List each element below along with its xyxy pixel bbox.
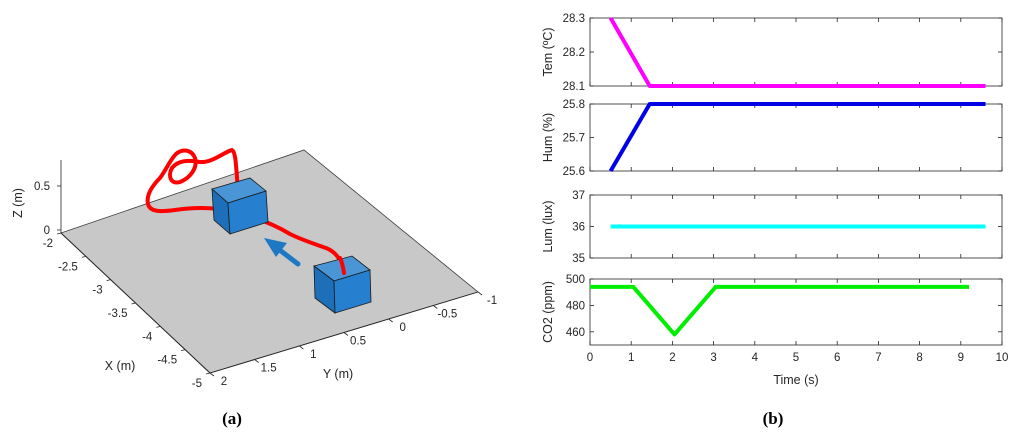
x-tick-label: 2 bbox=[669, 352, 675, 364]
x-axis-label-time: Time (s) bbox=[773, 373, 818, 387]
y-axis-label: Y (m) bbox=[323, 367, 353, 381]
x-tick-label: 7 bbox=[875, 352, 881, 364]
y-tick-label: 0.5 bbox=[350, 336, 366, 348]
y-tick-label: 480 bbox=[566, 300, 585, 312]
subplot-ylabel: Lum (lux) bbox=[541, 200, 555, 252]
z-tick-label: 0 bbox=[44, 225, 50, 237]
subplot-axes bbox=[589, 17, 1003, 87]
subplot-ylabel: Tem (ºC) bbox=[541, 27, 555, 76]
y-tick-label: 2 bbox=[221, 376, 227, 388]
y-tick-label: 25.8 bbox=[563, 99, 585, 111]
x-tick-label: 9 bbox=[958, 352, 964, 364]
y-tick-label: -0.5 bbox=[437, 309, 457, 321]
subplot-4: 500 480 460 CO2 (ppm) bbox=[541, 274, 1003, 346]
y-tick-label: 28.1 bbox=[563, 81, 585, 93]
y-tick bbox=[477, 291, 483, 296]
subplot-ylabel: CO2 (ppm) bbox=[541, 281, 555, 343]
subplot-3: 37 36 35 Lum (lux) bbox=[541, 190, 1003, 265]
x-tick-label: -5 bbox=[192, 378, 202, 390]
y-tick-label: 500 bbox=[566, 274, 585, 286]
subplot-2: 25.8 25.7 25.6 Hum (%) bbox=[541, 99, 1003, 178]
x-tick bbox=[56, 232, 62, 235]
cube-1 bbox=[211, 177, 269, 235]
z-tick-label: 0.5 bbox=[34, 181, 50, 193]
y-tick bbox=[299, 345, 304, 350]
x-tick bbox=[81, 255, 86, 258]
y-tick-label: 1 bbox=[310, 349, 316, 361]
y-tick bbox=[433, 305, 438, 309]
y-tick-label: 25.6 bbox=[563, 166, 585, 178]
subplot-axes bbox=[589, 103, 1003, 172]
y-tick bbox=[209, 372, 215, 377]
x-tick-label: -3.5 bbox=[108, 308, 128, 320]
y-tick bbox=[254, 359, 259, 363]
y-tick-label: 36 bbox=[572, 222, 585, 234]
series-line bbox=[590, 284, 969, 337]
subplot-1: 28.3 28.2 28.1 Tem (ºC) bbox=[541, 13, 1003, 93]
x-tick-label: -2.5 bbox=[58, 261, 78, 273]
panel-label-b: (b) bbox=[763, 409, 784, 428]
panel-label-a: (a) bbox=[222, 409, 242, 428]
trajectory-line bbox=[145, 148, 346, 275]
x-tick bbox=[156, 325, 161, 328]
y-tick-label: 460 bbox=[566, 327, 585, 339]
y-tick-label: 28.3 bbox=[563, 13, 585, 25]
y-tick-label: -1 bbox=[487, 295, 497, 307]
x-tick-label: 3 bbox=[710, 352, 716, 364]
y-tick-label: 35 bbox=[572, 253, 585, 265]
z-axis-label: Z (m) bbox=[11, 188, 25, 218]
subplot-ylabel: Hum (%) bbox=[541, 113, 555, 162]
y-tick-label: 0 bbox=[399, 322, 405, 334]
x-axis-label: X (m) bbox=[105, 359, 136, 373]
x-tick bbox=[205, 372, 211, 375]
x-tick-label: -2 bbox=[43, 238, 53, 250]
x-tick-label: -4.5 bbox=[157, 355, 177, 367]
series-line bbox=[608, 102, 986, 173]
x-tick bbox=[106, 279, 111, 282]
x-tick bbox=[181, 349, 186, 352]
y-tick-label: 28.2 bbox=[563, 47, 585, 59]
series-line bbox=[608, 17, 986, 88]
y-tick bbox=[388, 318, 393, 323]
x-tick-label: -3 bbox=[92, 285, 102, 297]
trajectory-start bbox=[338, 256, 346, 275]
x-tick-label: 6 bbox=[834, 352, 840, 364]
floor-plane bbox=[60, 149, 479, 374]
direction-arrow bbox=[264, 238, 301, 267]
x-tick-label: 4 bbox=[752, 352, 759, 364]
y-tick-label: 1.5 bbox=[261, 363, 277, 375]
y-tick-label: 25.7 bbox=[563, 133, 585, 145]
panel-a-3d-plot: -2-2.5-3-3.5-4-4.5-5 21.510.50-0.5-100.5 … bbox=[11, 148, 497, 428]
panel-b-time-series: 28.3 28.2 28.1 Tem (ºC) 25.8 25.7 25.6 Hum (%) 3… bbox=[541, 13, 1008, 364]
x-tick-label: 8 bbox=[916, 352, 922, 364]
x-tick-label: 1 bbox=[628, 352, 634, 364]
y-tick bbox=[343, 332, 349, 336]
x-tick-label: -4 bbox=[142, 331, 153, 343]
x-tick-label: 5 bbox=[793, 352, 799, 364]
x-tick bbox=[131, 302, 136, 305]
x-tick-label: 10 bbox=[996, 352, 1009, 364]
y-tick-label: 37 bbox=[572, 190, 585, 202]
x-tick-label: 0 bbox=[587, 352, 593, 364]
